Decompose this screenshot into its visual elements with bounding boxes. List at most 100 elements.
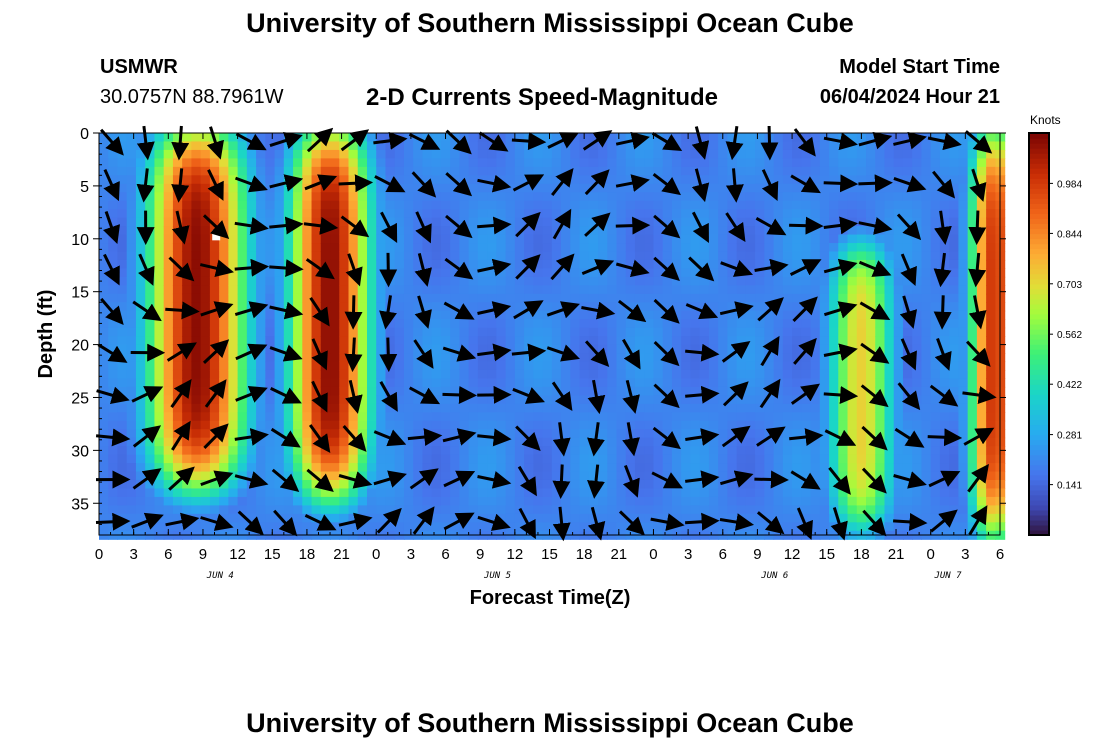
current-vector [443, 470, 476, 488]
heatmap-cell [681, 285, 692, 295]
heatmap-cell [838, 276, 849, 286]
heatmap-cell [265, 217, 276, 227]
heatmap-cell [866, 141, 876, 151]
heatmap-cell [191, 234, 202, 244]
current-vector [340, 215, 370, 238]
heatmap-cell [570, 285, 581, 295]
heatmap-cell [376, 293, 387, 303]
heatmap-cell [755, 344, 765, 354]
heatmap-cell [829, 226, 839, 236]
heatmap-cell [967, 302, 978, 312]
heatmap-cell [829, 403, 839, 413]
heatmap-cell [496, 251, 507, 261]
heatmap-cell [644, 454, 655, 464]
heatmap-cell [117, 488, 128, 498]
heatmap-cell [496, 327, 507, 337]
heatmap-cell [782, 412, 793, 422]
heatmap-cell [293, 446, 303, 456]
heatmap-cell [801, 513, 812, 523]
heatmap-cell [755, 141, 765, 151]
current-vector [759, 378, 781, 409]
heatmap-cell [949, 420, 960, 430]
heatmap-cell [893, 522, 904, 532]
heatmap-cell [302, 454, 313, 464]
heatmap-cell [792, 327, 802, 337]
current-vector [234, 258, 270, 277]
heatmap-cell [930, 158, 941, 168]
heatmap-cell [431, 175, 442, 185]
current-vector [379, 381, 398, 412]
heatmap-cell [422, 259, 433, 270]
heatmap-cell [357, 141, 368, 151]
heatmap-cell [681, 446, 692, 456]
heatmap-cell [690, 141, 701, 151]
heatmap-cell [588, 234, 599, 244]
heatmap-cell [819, 276, 830, 286]
heatmap-cell [311, 378, 322, 388]
heatmap-cell [745, 437, 756, 447]
current-vector [900, 338, 917, 371]
heatmap-cell [893, 268, 904, 278]
heatmap-cell [422, 463, 433, 473]
heatmap-cell [413, 403, 424, 413]
heatmap-cell [681, 344, 692, 354]
heatmap-cell [681, 141, 692, 151]
heatmap-cell [330, 192, 340, 202]
heatmap-cell [570, 344, 581, 354]
heatmap-cell [782, 200, 793, 210]
heatmap-cell [616, 276, 627, 286]
heatmap-cell [339, 463, 350, 473]
heatmap-cell [403, 361, 414, 371]
heatmap-cell [487, 463, 497, 473]
heatmap-cell [228, 243, 239, 253]
heatmap-cell [847, 209, 858, 219]
heatmap-cell [533, 412, 544, 422]
heatmap-cell [838, 327, 849, 337]
heatmap-cell [819, 293, 830, 303]
heatmap-cell [487, 200, 497, 210]
heatmap-cell [838, 454, 849, 464]
heatmap-cell [274, 175, 285, 185]
heatmap-cell [108, 479, 119, 490]
current-vector [234, 428, 269, 446]
heatmap-cell [801, 319, 812, 329]
heatmap-cell [496, 513, 507, 523]
heatmap-cell [967, 353, 978, 363]
heatmap-cell [921, 243, 932, 253]
heatmap-cell [976, 412, 987, 422]
heatmap-cell [662, 276, 673, 286]
heatmap-cell [745, 175, 756, 185]
heatmap-cell [653, 285, 664, 295]
heatmap-cell [477, 158, 488, 168]
heatmap-cell [764, 276, 775, 286]
heatmap-cell [912, 429, 923, 439]
heatmap-cell [99, 259, 109, 270]
heatmap-cell [671, 192, 682, 202]
heatmap-cell [792, 209, 802, 219]
heatmap-cell [403, 251, 414, 261]
heatmap-cell [172, 166, 183, 176]
heatmap-cell [524, 243, 534, 253]
heatmap-cell [477, 412, 488, 422]
heatmap-cell [561, 234, 571, 244]
heatmap-cell [431, 420, 442, 430]
heatmap-cell [598, 437, 608, 447]
heatmap-cell [644, 259, 655, 270]
heatmap-cell [256, 446, 266, 456]
heatmap-cell [440, 378, 451, 388]
current-vector [234, 175, 268, 193]
heatmap-cell [533, 149, 544, 159]
heatmap-cell [468, 285, 479, 295]
heatmap-cell [459, 209, 470, 219]
heatmap-cell [866, 369, 876, 380]
heatmap-cell [403, 234, 414, 244]
heatmap-cell [126, 471, 137, 481]
heatmap-cell [792, 496, 802, 506]
heatmap-cell [339, 378, 350, 388]
heatmap-cell [302, 293, 313, 303]
heatmap-cell [376, 217, 387, 227]
heatmap-cell [145, 378, 156, 388]
heatmap-cell [588, 369, 599, 380]
heatmap-cell [542, 133, 553, 143]
heatmap-cell [884, 386, 895, 396]
